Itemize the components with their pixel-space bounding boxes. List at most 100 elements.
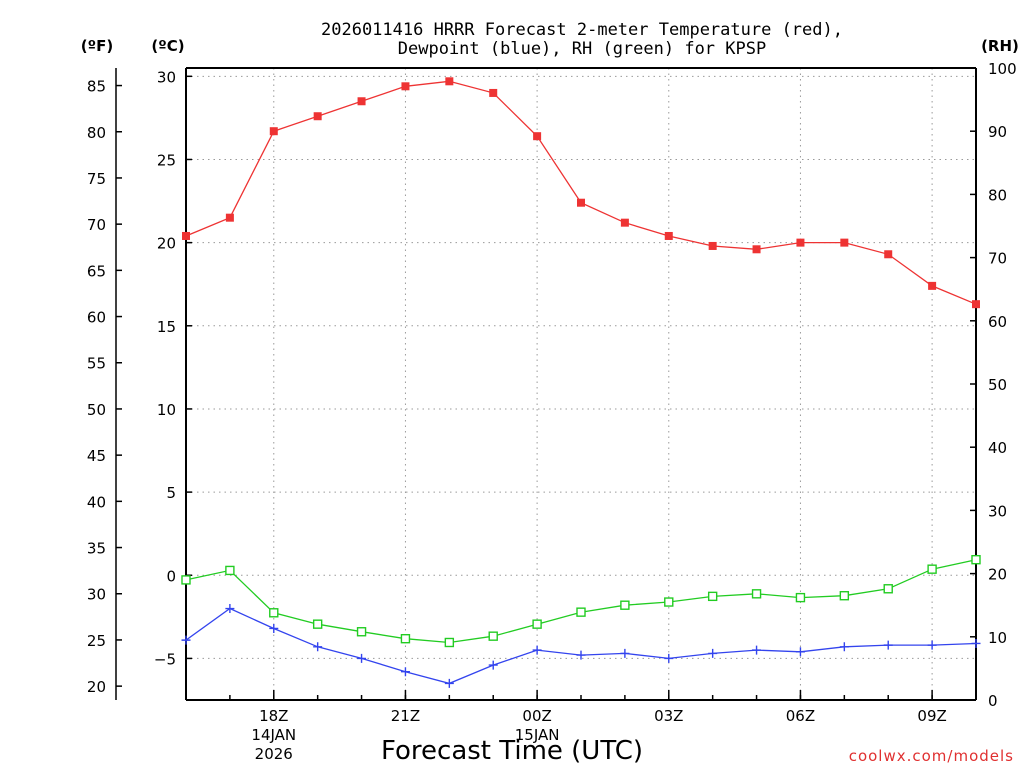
x-tick-label: 21Z bbox=[391, 707, 420, 725]
x-tick-label: 03Z bbox=[654, 707, 683, 725]
celsius-tick-label: 0 bbox=[166, 567, 176, 585]
rh-point bbox=[444, 637, 455, 648]
dewpoint-point bbox=[225, 604, 235, 614]
rh-tick-label: 100 bbox=[988, 60, 1017, 78]
axes: 8580757065605550454035302520302520151050… bbox=[87, 60, 1017, 763]
rh-tick-label: 10 bbox=[988, 629, 1007, 647]
rh-point bbox=[664, 597, 674, 607]
temperature-point bbox=[182, 231, 190, 240]
temperature-line bbox=[185, 80, 977, 305]
fahrenheit-tick-label: 65 bbox=[87, 262, 106, 280]
dewpoint-point bbox=[839, 642, 849, 652]
temperature-point bbox=[401, 82, 410, 91]
rh-point bbox=[883, 584, 893, 594]
rh-point bbox=[532, 619, 542, 629]
dewpoint-point bbox=[357, 653, 367, 663]
rh-tick-label: 20 bbox=[988, 566, 1007, 584]
rh-unit-label: (RH) bbox=[981, 37, 1019, 55]
celsius-tick-label: 20 bbox=[157, 235, 176, 253]
fahrenheit-tick-label: 45 bbox=[87, 447, 106, 465]
rh-point bbox=[576, 607, 586, 617]
rh-tick-label: 40 bbox=[988, 439, 1007, 457]
rh-tick-label: 50 bbox=[988, 376, 1007, 394]
rh-point bbox=[488, 631, 498, 641]
rh-point bbox=[225, 565, 235, 576]
rh-point bbox=[620, 600, 630, 610]
celsius-tick-label: 10 bbox=[157, 401, 176, 419]
celsius-tick-label: 15 bbox=[157, 318, 176, 336]
temperature-point bbox=[840, 238, 849, 247]
temperature-point bbox=[313, 112, 322, 121]
x-tick-label: 18Z bbox=[259, 707, 288, 725]
x-axis-label: Forecast Time (UTC) bbox=[381, 736, 643, 766]
rh-tick-label: 60 bbox=[988, 313, 1007, 331]
temperature-point bbox=[489, 88, 498, 97]
chart-title-line-2: Dewpoint (blue), RH (green) for KPSP bbox=[398, 39, 766, 59]
grid-lines bbox=[186, 68, 976, 700]
rh-point bbox=[971, 554, 981, 565]
credit-text: coolwx.com/models bbox=[849, 747, 1014, 765]
fahrenheit-tick-label: 20 bbox=[87, 678, 106, 696]
fahrenheit-unit-label: (ºF) bbox=[81, 37, 113, 55]
temperature-point bbox=[796, 238, 805, 247]
dewpoint-point bbox=[444, 678, 454, 688]
dewpoint-point bbox=[620, 648, 630, 658]
fahrenheit-tick-label: 55 bbox=[87, 355, 106, 373]
fahrenheit-tick-label: 50 bbox=[87, 401, 106, 419]
fahrenheit-tick-label: 40 bbox=[87, 493, 106, 511]
temperature-point bbox=[269, 127, 278, 136]
temperature-point bbox=[972, 300, 980, 309]
dewpoint-line bbox=[185, 607, 977, 685]
temperature-point bbox=[928, 281, 937, 290]
rh-tick-label: 0 bbox=[988, 692, 998, 710]
x-tick-label: 00Z bbox=[522, 707, 551, 725]
temperature-point bbox=[752, 245, 761, 254]
dewpoint-point bbox=[883, 640, 893, 650]
series bbox=[181, 77, 981, 688]
rh-point bbox=[795, 592, 806, 603]
fahrenheit-tick-label: 35 bbox=[87, 540, 106, 558]
rh-point bbox=[312, 619, 323, 629]
dewpoint-point bbox=[313, 642, 323, 652]
temperature-point bbox=[577, 198, 585, 207]
dewpoint-point bbox=[708, 648, 718, 658]
rh-tick-label: 80 bbox=[988, 186, 1007, 204]
celsius-tick-label: 25 bbox=[157, 151, 176, 169]
x-tick-label: 06Z bbox=[786, 707, 815, 725]
x-tick-label: 15JAN bbox=[515, 726, 560, 744]
fahrenheit-tick-label: 80 bbox=[87, 124, 106, 142]
dewpoint-point bbox=[488, 660, 498, 670]
dewpoint-point bbox=[752, 645, 762, 655]
temperature-point bbox=[445, 77, 454, 86]
celsius-tick-label: 5 bbox=[166, 484, 176, 502]
fahrenheit-tick-label: 25 bbox=[87, 632, 106, 650]
rh-point bbox=[839, 591, 850, 601]
celsius-tick-label: 30 bbox=[157, 68, 176, 86]
dewpoint-point bbox=[181, 635, 191, 645]
temperature-point bbox=[357, 97, 366, 106]
x-tick-label: 14JAN bbox=[251, 726, 296, 744]
temperature-point bbox=[533, 132, 542, 141]
fahrenheit-tick-label: 30 bbox=[87, 586, 106, 604]
x-tick-label: 2026 bbox=[255, 745, 293, 763]
rh-line bbox=[185, 559, 977, 644]
dewpoint-point bbox=[576, 650, 586, 660]
fahrenheit-tick-label: 60 bbox=[87, 309, 106, 327]
celsius-tick-label: −5 bbox=[154, 650, 176, 668]
rh-point bbox=[751, 589, 762, 599]
fahrenheit-tick-label: 70 bbox=[87, 216, 106, 234]
dewpoint-point bbox=[664, 653, 674, 663]
dewpoint-point bbox=[927, 640, 937, 650]
rh-point bbox=[181, 575, 191, 585]
dewpoint-point bbox=[269, 623, 279, 633]
rh-point bbox=[269, 608, 279, 618]
temperature-point bbox=[884, 250, 893, 259]
dewpoint-point bbox=[532, 645, 542, 655]
rh-point bbox=[356, 627, 367, 637]
fahrenheit-tick-label: 85 bbox=[87, 78, 106, 96]
chart-title-line-1: 2026011416 HRRR Forecast 2-meter Tempera… bbox=[321, 20, 843, 40]
temperature-point bbox=[708, 241, 717, 250]
x-tick-label: 09Z bbox=[917, 707, 946, 725]
dewpoint-point bbox=[795, 647, 805, 657]
